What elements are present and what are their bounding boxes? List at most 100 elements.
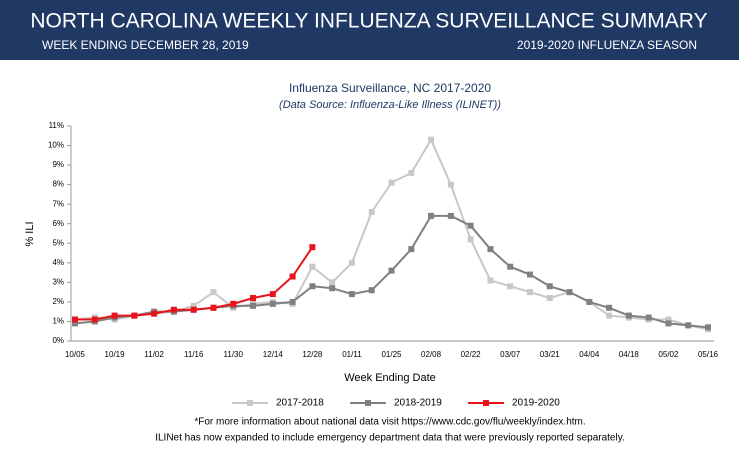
x-tick-label: 04/04 [579, 350, 600, 359]
point [111, 312, 118, 319]
point [705, 324, 711, 331]
point [190, 306, 197, 313]
point [507, 263, 514, 270]
y-tick-label: 6% [52, 219, 64, 228]
legend-label: 2018-2019 [394, 398, 442, 409]
legend-marker [247, 400, 253, 406]
point [685, 322, 692, 329]
point [388, 267, 395, 274]
x-tick-label: 02/08 [421, 350, 442, 359]
point [507, 283, 514, 290]
point [428, 212, 435, 219]
y-tick-label: 8% [52, 180, 64, 189]
point [606, 312, 613, 319]
legend-marker [365, 400, 371, 406]
point [368, 287, 375, 294]
legend-label: 2017-2018 [276, 398, 324, 409]
point [269, 300, 276, 307]
point [289, 273, 296, 280]
point [487, 277, 494, 284]
point [447, 212, 454, 219]
x-tick-label: 02/22 [461, 350, 482, 359]
point [526, 271, 533, 278]
point [467, 236, 474, 243]
point [665, 320, 672, 327]
point [131, 312, 138, 319]
y-tick-label: 10% [48, 141, 64, 150]
header-week: WEEK ENDING DECEMBER 28, 2019 [42, 38, 249, 52]
point [625, 312, 632, 319]
point [467, 222, 474, 229]
point [72, 316, 78, 323]
y-tick-label: 3% [52, 277, 64, 286]
x-tick-label: 01/11 [342, 350, 362, 359]
header-season: 2019-2020 INFLUENZA SEASON [517, 38, 697, 52]
header-title: NORTH CAROLINA WEEKLY INFLUENZA SURVEILL… [30, 10, 707, 33]
point [329, 285, 336, 292]
legend-label: 2019-2020 [512, 398, 560, 409]
series-line [74, 137, 709, 331]
y-tick-label: 9% [52, 160, 64, 169]
point [91, 316, 98, 323]
point [566, 289, 573, 296]
point [606, 304, 613, 311]
y-tick-label: 0% [52, 336, 64, 345]
point [645, 314, 652, 321]
point [289, 298, 296, 305]
x-tick-label: 11/30 [224, 350, 244, 359]
chart-title: Influenza Surveillance, NC 2017-2020 [289, 81, 491, 95]
x-tick-label: 11/16 [184, 350, 204, 359]
x-axis-label: Week Ending Date [344, 372, 436, 384]
x-tick-label: 11/02 [144, 350, 164, 359]
point [250, 295, 257, 301]
y-tick-label: 5% [52, 238, 64, 247]
x-tick-label: 01/25 [381, 350, 402, 359]
point [546, 295, 553, 301]
point [428, 136, 435, 143]
point [388, 179, 395, 186]
y-tick-label: 4% [52, 258, 64, 267]
point [368, 209, 375, 215]
point [170, 306, 177, 313]
x-tick-label: 03/07 [500, 350, 521, 359]
point [309, 283, 316, 290]
y-tick-label: 2% [52, 297, 64, 306]
y-axis-label: % ILI [24, 221, 36, 246]
point [230, 300, 237, 307]
point [210, 289, 217, 296]
point [151, 310, 158, 317]
point [250, 302, 257, 309]
legend-marker [483, 400, 489, 406]
point [526, 289, 533, 296]
point [665, 316, 672, 323]
x-tick-label: 10/19 [105, 350, 126, 359]
x-tick-label: 10/05 [65, 350, 86, 359]
point [348, 259, 355, 266]
y-tick-label: 11% [49, 121, 64, 130]
point [447, 181, 454, 188]
x-tick-label: 05/16 [698, 350, 719, 359]
point [408, 169, 415, 176]
point [348, 291, 355, 298]
x-tick-label: 04/18 [619, 350, 640, 359]
point [329, 279, 336, 286]
point [487, 246, 494, 253]
point [210, 304, 217, 311]
y-tick-label: 1% [52, 317, 64, 326]
header-band [0, 0, 739, 60]
point [309, 263, 316, 270]
point [72, 320, 78, 327]
chart-subtitle: (Data Source: Influenza-Like Illness (IL… [279, 99, 501, 111]
note: *For more information about national dat… [194, 417, 585, 428]
point [408, 246, 415, 253]
note: ILINet has now expanded to include emerg… [155, 433, 625, 444]
x-tick-label: 12/28 [302, 350, 323, 359]
x-tick-label: 03/21 [540, 350, 561, 359]
point [546, 283, 553, 290]
point [309, 244, 316, 251]
y-tick-label: 7% [52, 199, 64, 208]
point [190, 302, 197, 309]
x-tick-label: 05/02 [658, 350, 679, 359]
x-tick-label: 12/14 [263, 350, 284, 359]
